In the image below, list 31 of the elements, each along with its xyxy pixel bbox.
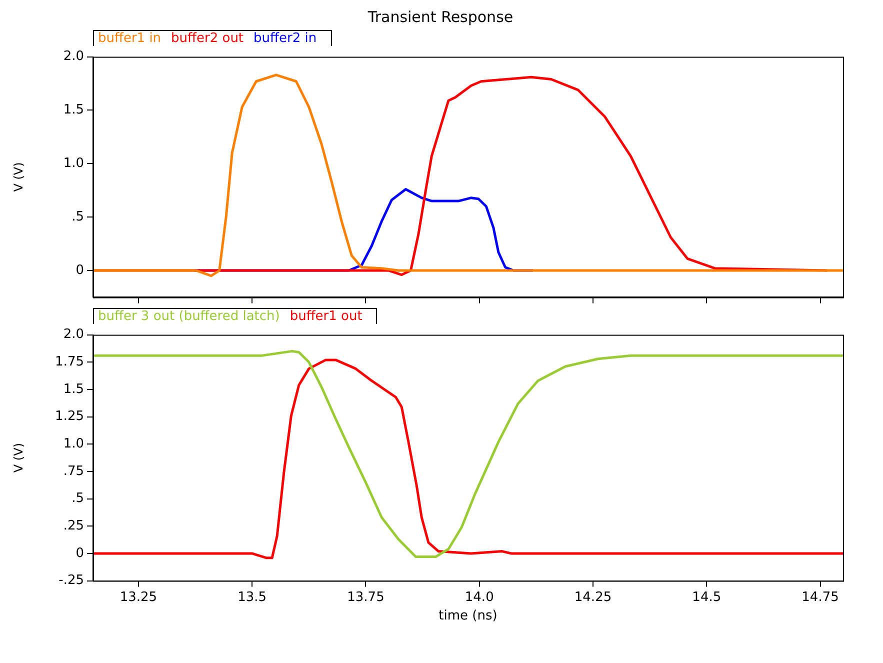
x-tick-label: 13.75 bbox=[347, 590, 384, 605]
y-axis-title: V (V) bbox=[11, 162, 26, 192]
x-tick-label: 13.25 bbox=[120, 590, 158, 605]
x-tick-label: 14.5 bbox=[692, 590, 722, 605]
x-tick-label: 14.0 bbox=[464, 590, 494, 605]
text: buffer1 out bbox=[290, 309, 362, 324]
y-tick-label: 0 bbox=[76, 546, 84, 561]
x-tick-label: 14.75 bbox=[802, 590, 839, 605]
x-axis-title: time (ns) bbox=[438, 608, 498, 624]
y-tick-label: 0 bbox=[76, 262, 84, 278]
text: buffer2 out bbox=[171, 31, 244, 46]
y-tick-label: .75 bbox=[63, 464, 84, 479]
y-tick-label: 1.5 bbox=[63, 382, 84, 397]
text: buffer 3 out (buffered latch) bbox=[98, 309, 280, 324]
y-tick-label: 2.0 bbox=[63, 327, 84, 342]
y-tick-label: .5 bbox=[72, 491, 84, 506]
y-tick-label: 2.0 bbox=[63, 49, 84, 64]
y-tick-label: 1.75 bbox=[55, 354, 84, 370]
x-tick-label: 13.5 bbox=[238, 590, 267, 605]
x-tick-label: 14.25 bbox=[574, 590, 612, 605]
y-tick-label: 1.0 bbox=[63, 436, 84, 452]
text: buffer1 in bbox=[98, 31, 162, 46]
y-tick-label: 1.0 bbox=[63, 156, 84, 172]
chart-title: Transient Response bbox=[366, 8, 514, 28]
y-axis-title: V (V) bbox=[11, 442, 26, 473]
y-tick-label: -.25 bbox=[58, 573, 84, 588]
y-tick-label: 1.5 bbox=[63, 102, 84, 118]
text: buffer2 in bbox=[254, 31, 317, 46]
y-tick-label: .5 bbox=[72, 209, 84, 224]
y-tick-label: .25 bbox=[63, 518, 84, 534]
y-tick-label: 1.25 bbox=[55, 409, 84, 424]
